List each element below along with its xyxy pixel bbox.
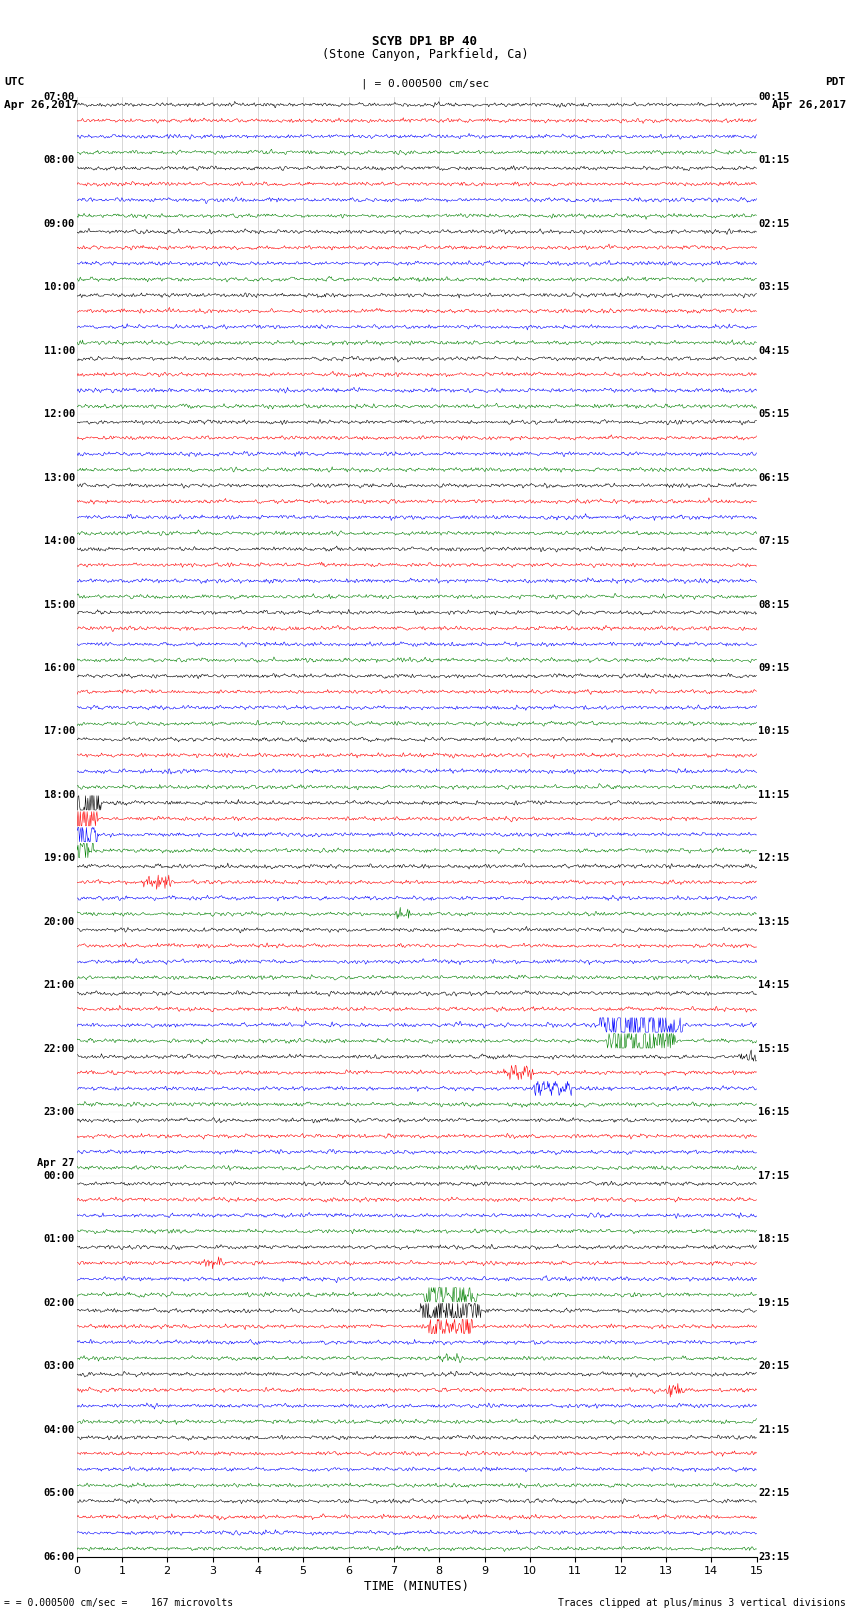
Text: 07:15: 07:15 — [758, 536, 790, 547]
Text: 17:00: 17:00 — [43, 726, 75, 737]
Text: SCYB DP1 BP 40: SCYB DP1 BP 40 — [372, 35, 478, 48]
Text: 23:00: 23:00 — [43, 1107, 75, 1118]
Text: 04:15: 04:15 — [758, 345, 790, 355]
Text: 14:15: 14:15 — [758, 981, 790, 990]
Text: 11:00: 11:00 — [43, 345, 75, 355]
Text: 02:15: 02:15 — [758, 219, 790, 229]
Text: 13:00: 13:00 — [43, 473, 75, 482]
Text: 20:00: 20:00 — [43, 916, 75, 927]
Text: (Stone Canyon, Parkfield, Ca): (Stone Canyon, Parkfield, Ca) — [321, 48, 529, 61]
Text: | = 0.000500 cm/sec: | = 0.000500 cm/sec — [361, 77, 489, 89]
Text: 23:15: 23:15 — [758, 1552, 790, 1561]
Text: Apr 26,2017: Apr 26,2017 — [4, 100, 78, 110]
Text: 10:00: 10:00 — [43, 282, 75, 292]
Text: 00:15: 00:15 — [758, 92, 790, 102]
Text: UTC: UTC — [4, 77, 25, 87]
Text: 17:15: 17:15 — [758, 1171, 790, 1181]
Text: 06:15: 06:15 — [758, 473, 790, 482]
Text: 03:00: 03:00 — [43, 1361, 75, 1371]
Text: 04:00: 04:00 — [43, 1424, 75, 1434]
Text: 15:00: 15:00 — [43, 600, 75, 610]
Text: 21:00: 21:00 — [43, 981, 75, 990]
Text: 13:15: 13:15 — [758, 916, 790, 927]
Text: 18:00: 18:00 — [43, 790, 75, 800]
Text: 19:15: 19:15 — [758, 1298, 790, 1308]
Text: 05:15: 05:15 — [758, 410, 790, 419]
X-axis label: TIME (MINUTES): TIME (MINUTES) — [364, 1581, 469, 1594]
Text: 08:15: 08:15 — [758, 600, 790, 610]
Text: 09:00: 09:00 — [43, 219, 75, 229]
Text: 07:00: 07:00 — [43, 92, 75, 102]
Text: 02:00: 02:00 — [43, 1298, 75, 1308]
Text: 01:15: 01:15 — [758, 155, 790, 165]
Text: 01:00: 01:00 — [43, 1234, 75, 1244]
Text: 15:15: 15:15 — [758, 1044, 790, 1053]
Text: 18:15: 18:15 — [758, 1234, 790, 1244]
Text: = = 0.000500 cm/sec =    167 microvolts: = = 0.000500 cm/sec = 167 microvolts — [4, 1598, 234, 1608]
Text: Traces clipped at plus/minus 3 vertical divisions: Traces clipped at plus/minus 3 vertical … — [558, 1598, 846, 1608]
Text: Apr 26,2017: Apr 26,2017 — [772, 100, 846, 110]
Text: 12:00: 12:00 — [43, 410, 75, 419]
Text: Apr 27: Apr 27 — [37, 1158, 75, 1168]
Text: 16:00: 16:00 — [43, 663, 75, 673]
Text: 20:15: 20:15 — [758, 1361, 790, 1371]
Text: 08:00: 08:00 — [43, 155, 75, 165]
Text: 22:00: 22:00 — [43, 1044, 75, 1053]
Text: 06:00: 06:00 — [43, 1552, 75, 1561]
Text: 22:15: 22:15 — [758, 1489, 790, 1498]
Text: 12:15: 12:15 — [758, 853, 790, 863]
Text: 14:00: 14:00 — [43, 536, 75, 547]
Text: 00:00: 00:00 — [43, 1171, 75, 1181]
Text: 10:15: 10:15 — [758, 726, 790, 737]
Text: PDT: PDT — [825, 77, 846, 87]
Text: 09:15: 09:15 — [758, 663, 790, 673]
Text: 21:15: 21:15 — [758, 1424, 790, 1434]
Text: 03:15: 03:15 — [758, 282, 790, 292]
Text: 05:00: 05:00 — [43, 1489, 75, 1498]
Text: 11:15: 11:15 — [758, 790, 790, 800]
Text: 19:00: 19:00 — [43, 853, 75, 863]
Text: 16:15: 16:15 — [758, 1107, 790, 1118]
